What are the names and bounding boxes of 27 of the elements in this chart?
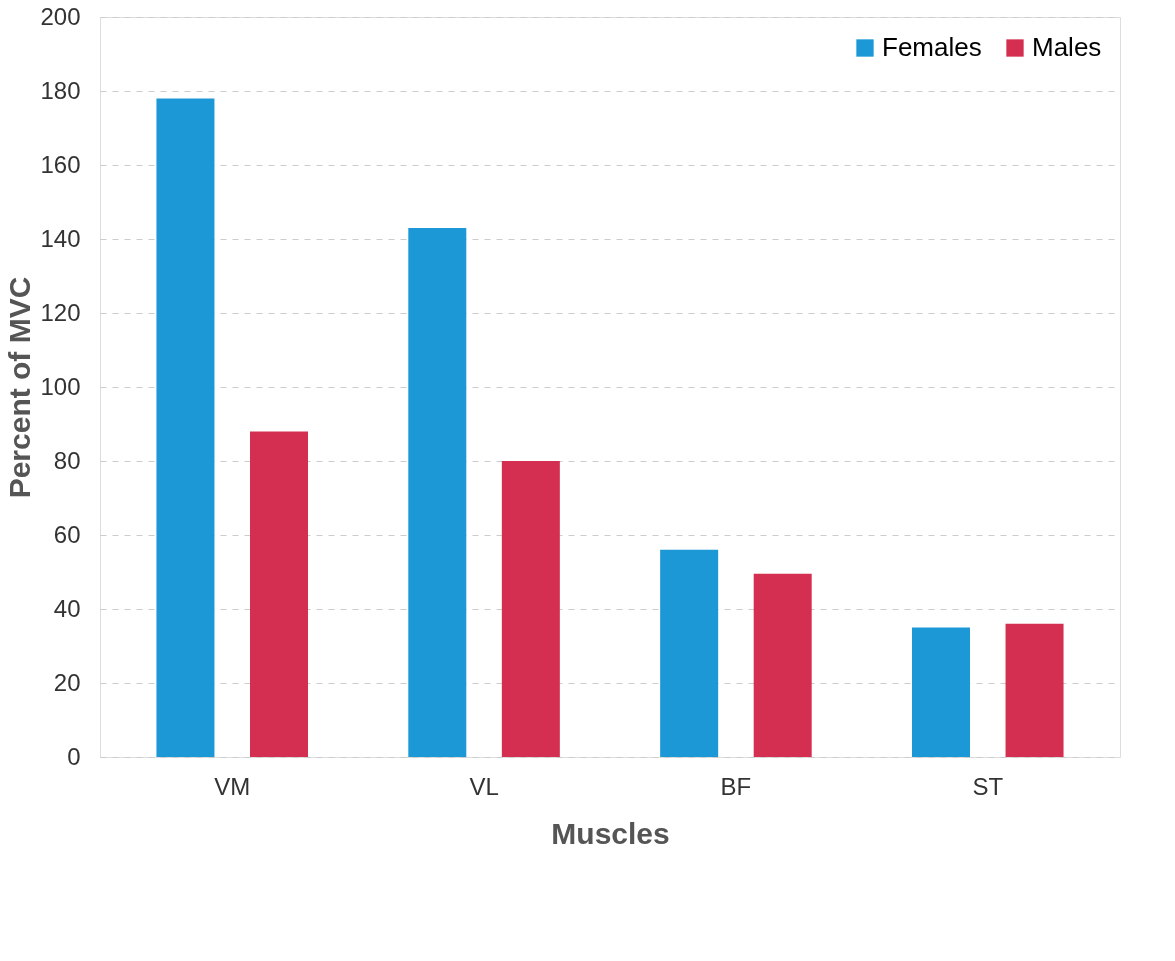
y-axis-title: Percent of MVC [3, 276, 37, 499]
x-tick-label: VM [214, 772, 251, 800]
x-tick-label: BF [720, 772, 752, 800]
x-tick-label: VL [469, 772, 499, 800]
bar [249, 431, 308, 757]
y-tick-label: 180 [40, 76, 81, 104]
y-tick-label: 80 [53, 446, 81, 474]
y-tick-label: 200 [40, 2, 81, 30]
bar [912, 627, 971, 757]
y-tick-label: 160 [40, 150, 81, 178]
legend-label: Females [882, 32, 982, 62]
bar [660, 549, 719, 757]
bar [408, 227, 467, 757]
y-tick-label: 120 [40, 298, 81, 326]
y-tick-label: 20 [53, 668, 81, 696]
y-tick-label: 60 [53, 520, 81, 548]
y-tick-label: 0 [67, 742, 81, 770]
y-tick-label: 40 [53, 594, 81, 622]
x-axis-title: Muscles [551, 816, 670, 850]
bar [1005, 623, 1064, 757]
x-tick-label: ST [972, 772, 1004, 800]
legend-label: Males [1032, 32, 1102, 62]
bar [753, 573, 812, 757]
bar [501, 461, 560, 757]
y-tick-label: 100 [40, 372, 81, 400]
y-tick-label: 140 [40, 224, 81, 252]
bar [156, 98, 215, 757]
